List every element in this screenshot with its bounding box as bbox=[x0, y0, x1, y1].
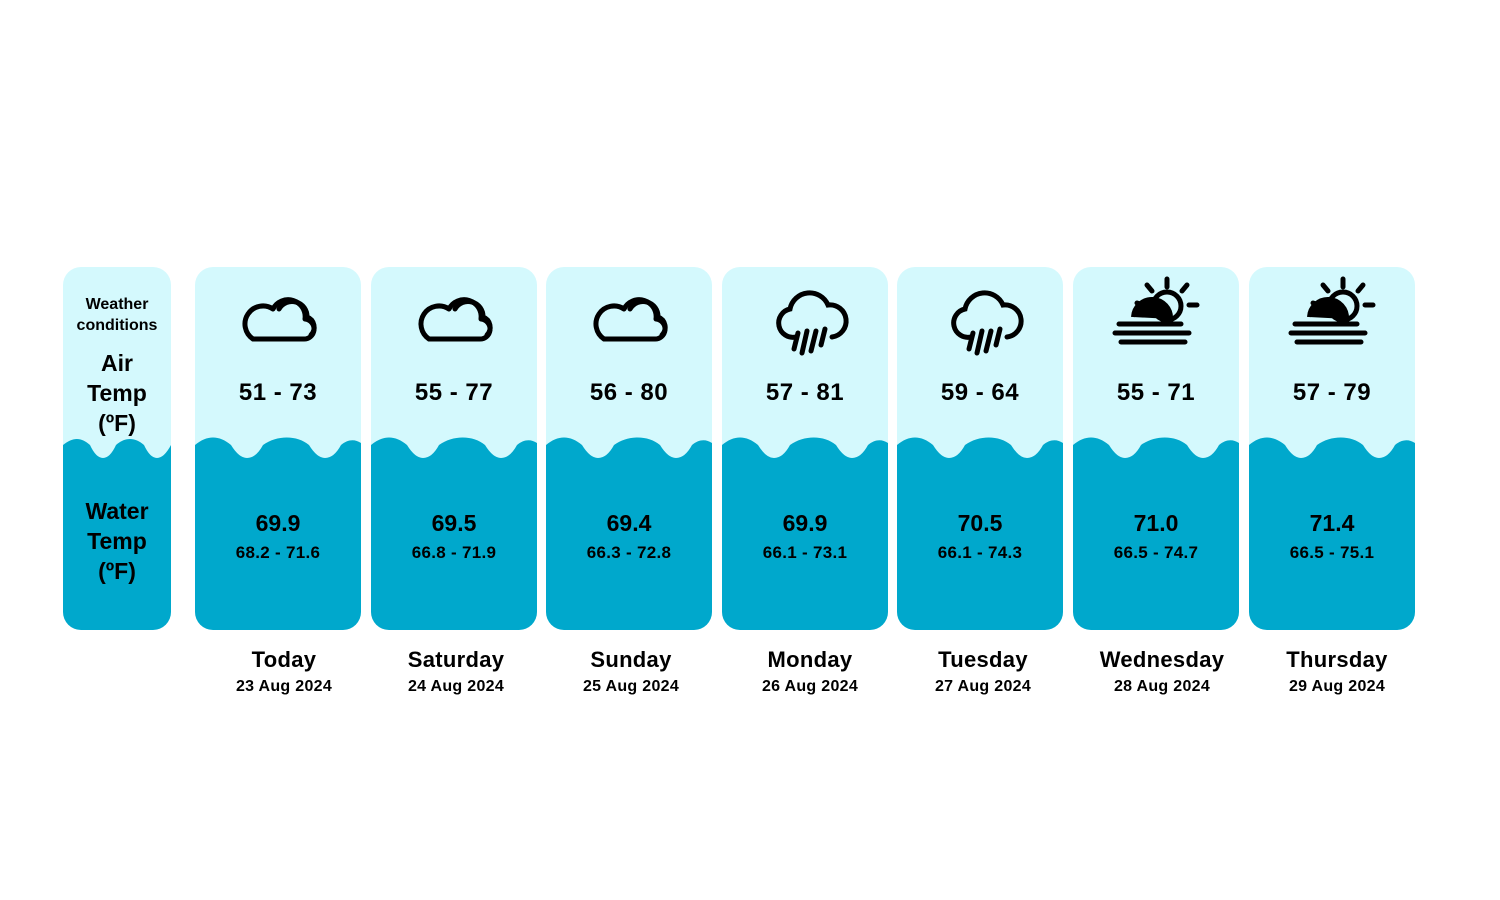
air-temp-range: 51 - 73 bbox=[238, 379, 318, 406]
day-date: 24 Aug 2024 bbox=[407, 678, 505, 695]
rain-icon bbox=[776, 290, 849, 356]
water-temp-range: 66.1 - 73.1 bbox=[762, 543, 848, 562]
day-card-background bbox=[1249, 267, 1415, 630]
day-date: 23 Aug 2024 bbox=[235, 678, 333, 695]
day-card-today: 51 - 73 69.9 68.2 - 71.6 bbox=[195, 267, 361, 630]
air-temp-range: 57 - 79 bbox=[1292, 379, 1372, 406]
water-temp-range: 66.5 - 75.1 bbox=[1289, 543, 1375, 562]
day-card-sunday: 56 - 80 69.4 66.3 - 72.8 bbox=[546, 267, 712, 630]
day-card-background bbox=[546, 267, 712, 630]
day-card-background bbox=[371, 267, 537, 630]
water-temp-range: 66.1 - 74.3 bbox=[937, 543, 1023, 562]
water-temp-average: 70.5 bbox=[957, 510, 1003, 536]
sun-fog-icon bbox=[1112, 276, 1200, 345]
air-temp-range: 59 - 64 bbox=[940, 379, 1020, 406]
day-footer: Monday 26 Aug 2024 bbox=[710, 646, 910, 700]
day-name: Thursday bbox=[1286, 647, 1388, 672]
day-date: 25 Aug 2024 bbox=[582, 678, 680, 695]
water-temp-label: Water Temp (ºF) bbox=[85, 498, 149, 584]
rain-icon bbox=[951, 290, 1024, 356]
day-card-thursday: 57 - 79 71.4 66.5 - 75.1 bbox=[1249, 267, 1415, 630]
air-temp-range: 55 - 77 bbox=[414, 379, 494, 406]
water-temp-range: 66.3 - 72.8 bbox=[586, 543, 672, 562]
day-name: Tuesday bbox=[938, 647, 1028, 672]
label-column-background bbox=[63, 267, 171, 630]
air-temp-label: Air Temp (ºF) bbox=[87, 350, 147, 436]
day-card-saturday: 55 - 77 69.5 66.8 - 71.9 bbox=[371, 267, 537, 630]
air-temp-range: 57 - 81 bbox=[765, 379, 845, 406]
day-card-monday: 57 - 81 69.9 66.1 - 73.1 bbox=[722, 267, 888, 630]
day-date: 27 Aug 2024 bbox=[934, 678, 1032, 695]
day-footer: Wednesday 28 Aug 2024 bbox=[1062, 646, 1262, 700]
water-temp-range: 66.8 - 71.9 bbox=[411, 543, 497, 562]
cloudy-icon bbox=[242, 297, 317, 342]
day-date: 26 Aug 2024 bbox=[761, 678, 859, 695]
water-temp-average: 71.0 bbox=[1133, 510, 1179, 536]
water-temp-average: 69.9 bbox=[782, 510, 828, 536]
weather-conditions-label: Weather conditions bbox=[76, 296, 158, 334]
water-temp-range: 66.5 - 74.7 bbox=[1113, 543, 1199, 562]
day-card-wednesday: 55 - 71 71.0 66.5 - 74.7 bbox=[1073, 267, 1239, 630]
day-date: 28 Aug 2024 bbox=[1113, 678, 1211, 695]
air-temp-range: 55 - 71 bbox=[1116, 379, 1196, 406]
day-name: Saturday bbox=[407, 647, 505, 672]
day-name: Monday bbox=[767, 647, 853, 672]
day-name: Wednesday bbox=[1099, 647, 1225, 672]
day-card-background bbox=[1073, 267, 1239, 630]
day-footer: Tuesday 27 Aug 2024 bbox=[883, 646, 1083, 700]
air-temp-range: 56 - 80 bbox=[589, 379, 669, 406]
water-temp-range: 68.2 - 71.6 bbox=[235, 543, 321, 562]
sun-fog-icon bbox=[1288, 276, 1376, 345]
day-card-background bbox=[722, 267, 888, 630]
day-footer: Thursday 29 Aug 2024 bbox=[1237, 646, 1437, 700]
cloudy-icon bbox=[418, 297, 493, 342]
day-date: 29 Aug 2024 bbox=[1288, 678, 1386, 695]
water-temp-average: 69.5 bbox=[431, 510, 477, 536]
day-footer: Saturday 24 Aug 2024 bbox=[356, 646, 556, 700]
day-name: Today bbox=[251, 647, 317, 672]
label-column: Weather conditions Air Temp (ºF) Water T… bbox=[63, 267, 171, 630]
day-name: Sunday bbox=[590, 647, 672, 672]
day-card-background bbox=[897, 267, 1063, 630]
day-card-tuesday: 59 - 64 70.5 66.1 - 74.3 bbox=[897, 267, 1063, 630]
cloudy-icon bbox=[593, 297, 668, 342]
water-temp-average: 71.4 bbox=[1309, 510, 1355, 536]
water-temp-average: 69.9 bbox=[255, 510, 301, 536]
water-temp-average: 69.4 bbox=[606, 510, 652, 536]
day-footer: Today 23 Aug 2024 bbox=[184, 646, 384, 700]
day-footer: Sunday 25 Aug 2024 bbox=[531, 646, 731, 700]
day-card-background bbox=[195, 267, 361, 630]
